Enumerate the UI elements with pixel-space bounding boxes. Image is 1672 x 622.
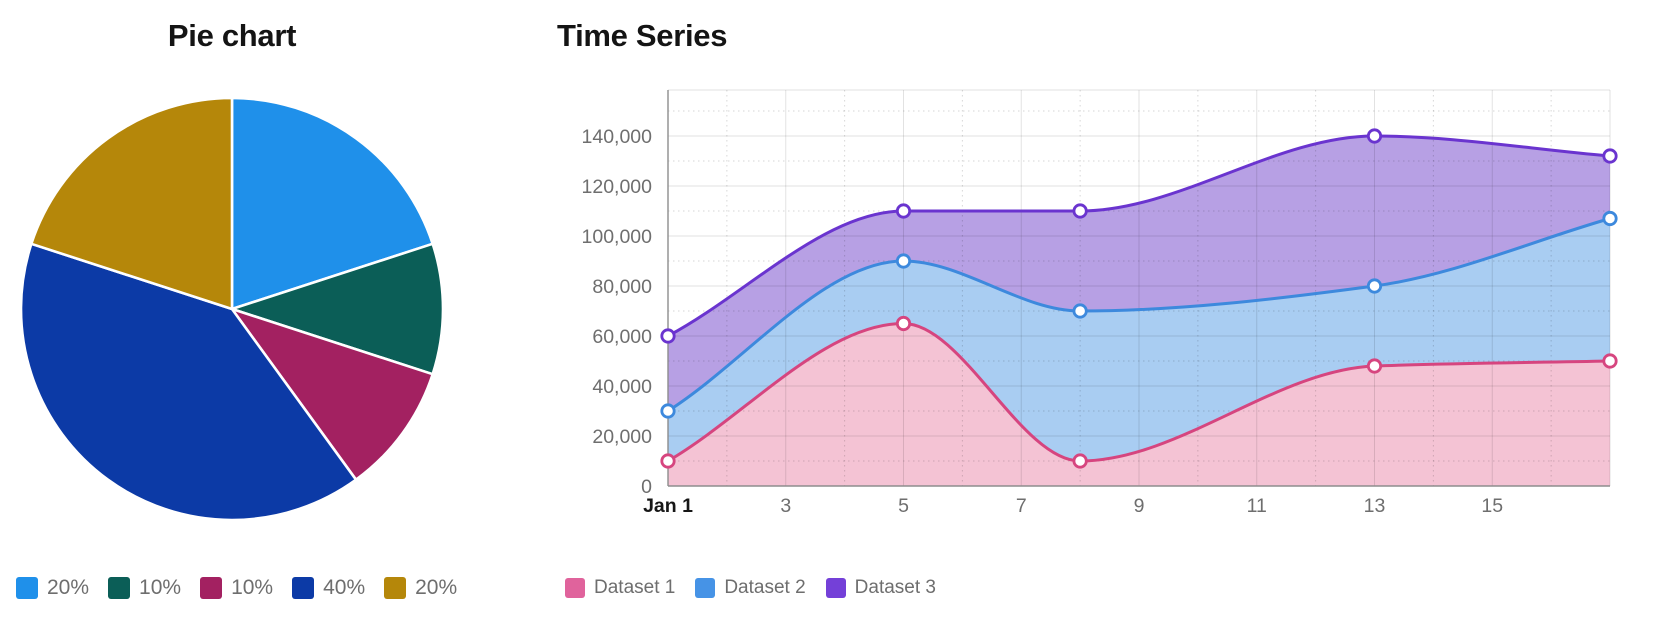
y-axis-label: 40,000 — [592, 376, 652, 398]
data-point-dataset-3-day8[interactable] — [1072, 203, 1088, 219]
x-axis-label: 11 — [1247, 495, 1267, 517]
legend-item[interactable]: 40% — [292, 576, 365, 600]
timeseries-chart: 0 20,000 40,000 60,000 80,000 100,000 120,000 1… — [582, 89, 1618, 517]
y-axis-label: 80,000 — [592, 276, 652, 298]
timeseries-legend: Dataset 1 Dataset 2 Dataset 3 — [565, 577, 936, 599]
x-axis-label: 13 — [1364, 495, 1386, 517]
data-point-dataset-1-day5[interactable] — [895, 315, 912, 332]
legend-item[interactable]: Dataset 3 — [825, 577, 936, 599]
legend-item[interactable]: 20% — [384, 576, 457, 600]
legend-label: 40% — [323, 576, 366, 599]
pie-legend: 20% 10% 10% 40% 20% — [16, 576, 457, 600]
legend-swatch — [565, 578, 585, 598]
pie-chart — [19, 96, 445, 522]
legend-label: Dataset 3 — [854, 577, 936, 598]
x-axis-label: 5 — [898, 495, 909, 517]
data-point-dataset-1-day1[interactable] — [660, 453, 676, 469]
y-axis-label: 120,000 — [582, 176, 653, 198]
data-point-dataset-1-day8[interactable] — [1072, 453, 1088, 469]
pie-slice-20%[interactable] — [230, 96, 434, 311]
data-points — [660, 128, 1618, 469]
y-axis-label: 140,000 — [582, 126, 653, 148]
x-axis-label: 7 — [1016, 495, 1027, 517]
legend-label: Dataset 1 — [594, 577, 676, 598]
data-point-dataset-3-day5[interactable] — [895, 203, 912, 219]
pie-slice-10%[interactable] — [230, 242, 445, 376]
x-axis-label: 15 — [1481, 495, 1503, 517]
x-axis-label: 9 — [1134, 495, 1145, 517]
legend-label: 10% — [231, 576, 274, 599]
y-axis-label: 20,000 — [592, 426, 652, 448]
timeseries-title: Time Series — [557, 18, 728, 53]
legend-label: 10% — [139, 576, 182, 599]
data-point-dataset-3-day13[interactable] — [1366, 128, 1383, 144]
legend-item[interactable]: 20% — [16, 576, 89, 600]
x-axis-label: 3 — [780, 495, 791, 517]
legend-item[interactable]: Dataset 1 — [565, 577, 675, 599]
data-point-dataset-2-day1[interactable] — [660, 403, 676, 419]
data-point-dataset-2-day8[interactable] — [1072, 303, 1088, 319]
line-dataset-3 — [666, 134, 1612, 338]
y-axis-label: 0 — [641, 476, 652, 498]
legend-swatch — [292, 577, 315, 599]
pie-chart-title: Pie chart — [167, 18, 297, 53]
legend-label: 20% — [47, 576, 90, 599]
pie-slice-40%[interactable] — [19, 242, 358, 522]
axes — [667, 90, 1610, 487]
legend-swatch — [695, 578, 716, 598]
y-axis-label: 60,000 — [592, 326, 652, 348]
legend-swatch — [200, 577, 223, 599]
x-axis-label: Jan 1 — [643, 495, 693, 517]
y-axis-label: 100,000 — [582, 226, 653, 248]
data-point-dataset-2-day13[interactable] — [1366, 278, 1383, 294]
legend-item[interactable]: Dataset 2 — [695, 577, 806, 599]
legend-swatch — [16, 577, 38, 599]
legend-item[interactable]: 10% — [200, 576, 273, 600]
pie-slice-20%[interactable] — [30, 96, 234, 311]
legend-swatch — [108, 577, 131, 599]
data-point-dataset-2-day5[interactable] — [895, 253, 912, 269]
data-point-dataset-1-day17[interactable] — [1602, 353, 1618, 369]
legend-item[interactable]: 10% — [108, 576, 181, 600]
data-point-dataset-3-day1[interactable] — [660, 328, 676, 344]
pie-slice-10%[interactable] — [230, 307, 434, 481]
area-fill-dataset-1 — [668, 323, 1610, 486]
axis-labels: 0 20,000 40,000 60,000 80,000 100,000 120,000 1… — [582, 126, 1504, 517]
data-point-dataset-3-day17[interactable] — [1602, 148, 1618, 164]
data-point-dataset-2-day17[interactable] — [1602, 210, 1618, 227]
legend-swatch — [384, 577, 407, 599]
legend-label: Dataset 2 — [724, 577, 806, 598]
legend-label: 20% — [415, 576, 458, 599]
data-point-dataset-1-day13[interactable] — [1366, 358, 1383, 374]
legend-swatch — [825, 578, 846, 598]
